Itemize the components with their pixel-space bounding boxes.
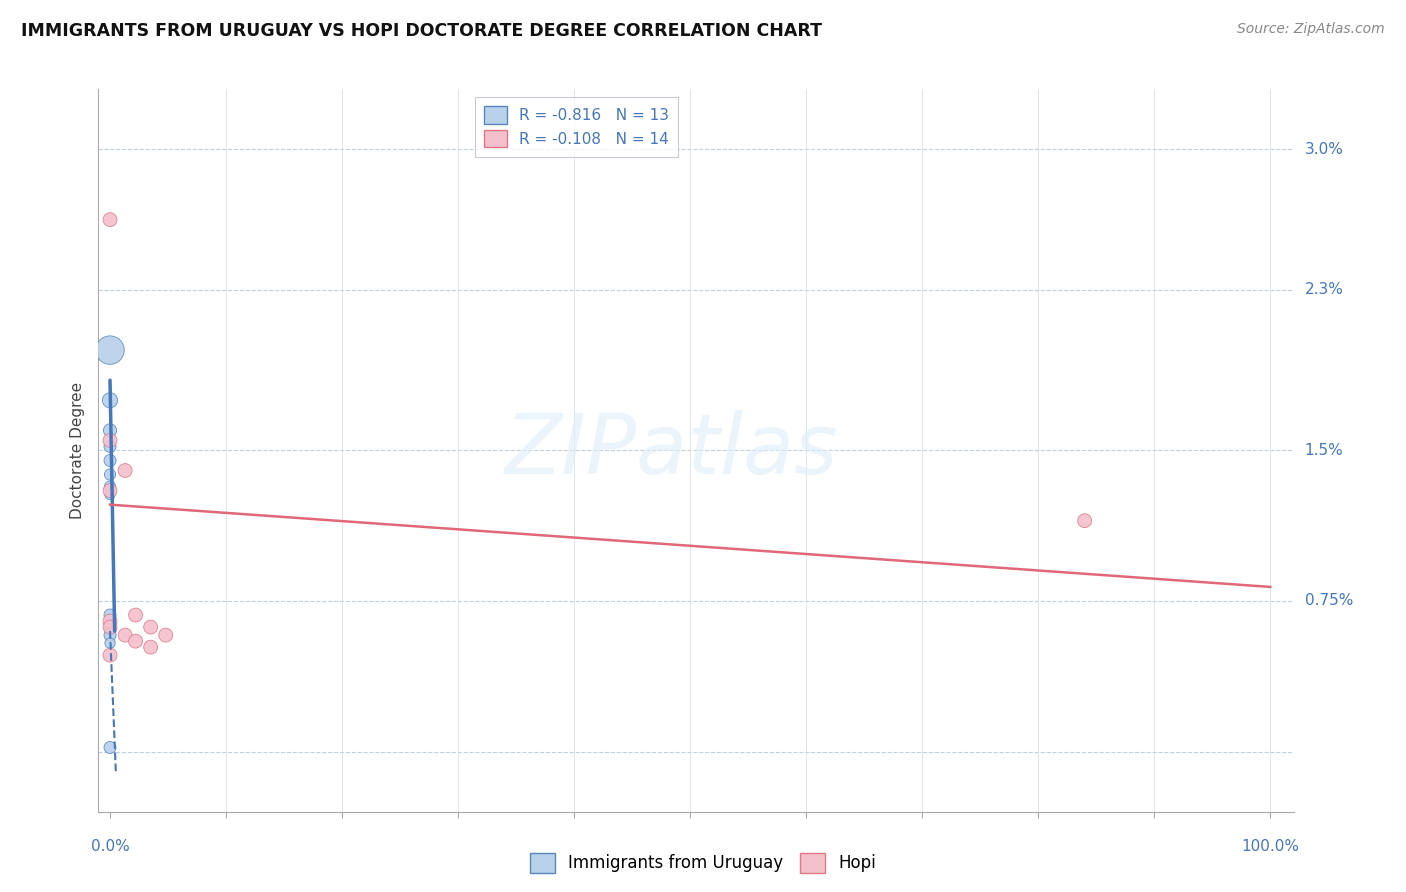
Text: 0.0%: 0.0% <box>90 839 129 855</box>
Text: 0.75%: 0.75% <box>1305 593 1353 608</box>
Point <box>155 628 177 642</box>
Point <box>98 467 121 482</box>
Point <box>114 628 136 642</box>
Text: 2.3%: 2.3% <box>1305 283 1344 297</box>
Point <box>98 424 121 438</box>
Point <box>98 487 121 501</box>
Point <box>98 614 121 628</box>
Point <box>98 434 121 448</box>
Point <box>114 464 136 478</box>
Text: Source: ZipAtlas.com: Source: ZipAtlas.com <box>1237 22 1385 37</box>
Point <box>98 480 121 494</box>
Point <box>98 628 121 642</box>
Text: IMMIGRANTS FROM URUGUAY VS HOPI DOCTORATE DEGREE CORRELATION CHART: IMMIGRANTS FROM URUGUAY VS HOPI DOCTORAT… <box>21 22 823 40</box>
Y-axis label: Doctorate Degree: Doctorate Degree <box>70 382 86 519</box>
Point <box>139 620 162 634</box>
Point <box>98 440 121 454</box>
Point <box>98 636 121 650</box>
Text: ZIPatlas: ZIPatlas <box>505 410 839 491</box>
Legend: Immigrants from Uruguay, Hopi: Immigrants from Uruguay, Hopi <box>523 847 883 880</box>
Point <box>98 393 121 408</box>
Point <box>98 212 121 227</box>
Text: 3.0%: 3.0% <box>1305 142 1344 157</box>
Point <box>98 453 121 467</box>
Text: 1.5%: 1.5% <box>1305 443 1343 458</box>
Text: 100.0%: 100.0% <box>1241 839 1299 855</box>
Point <box>98 620 121 634</box>
Point <box>98 343 121 358</box>
Point <box>98 740 121 755</box>
Point <box>98 648 121 662</box>
Point <box>1073 514 1095 528</box>
Legend: R = -0.816   N = 13, R = -0.108   N = 14: R = -0.816 N = 13, R = -0.108 N = 14 <box>475 97 678 157</box>
Point <box>124 634 146 648</box>
Point <box>124 608 146 623</box>
Point <box>98 483 121 498</box>
Point <box>98 608 121 623</box>
Point <box>139 640 162 655</box>
Point <box>98 620 121 634</box>
